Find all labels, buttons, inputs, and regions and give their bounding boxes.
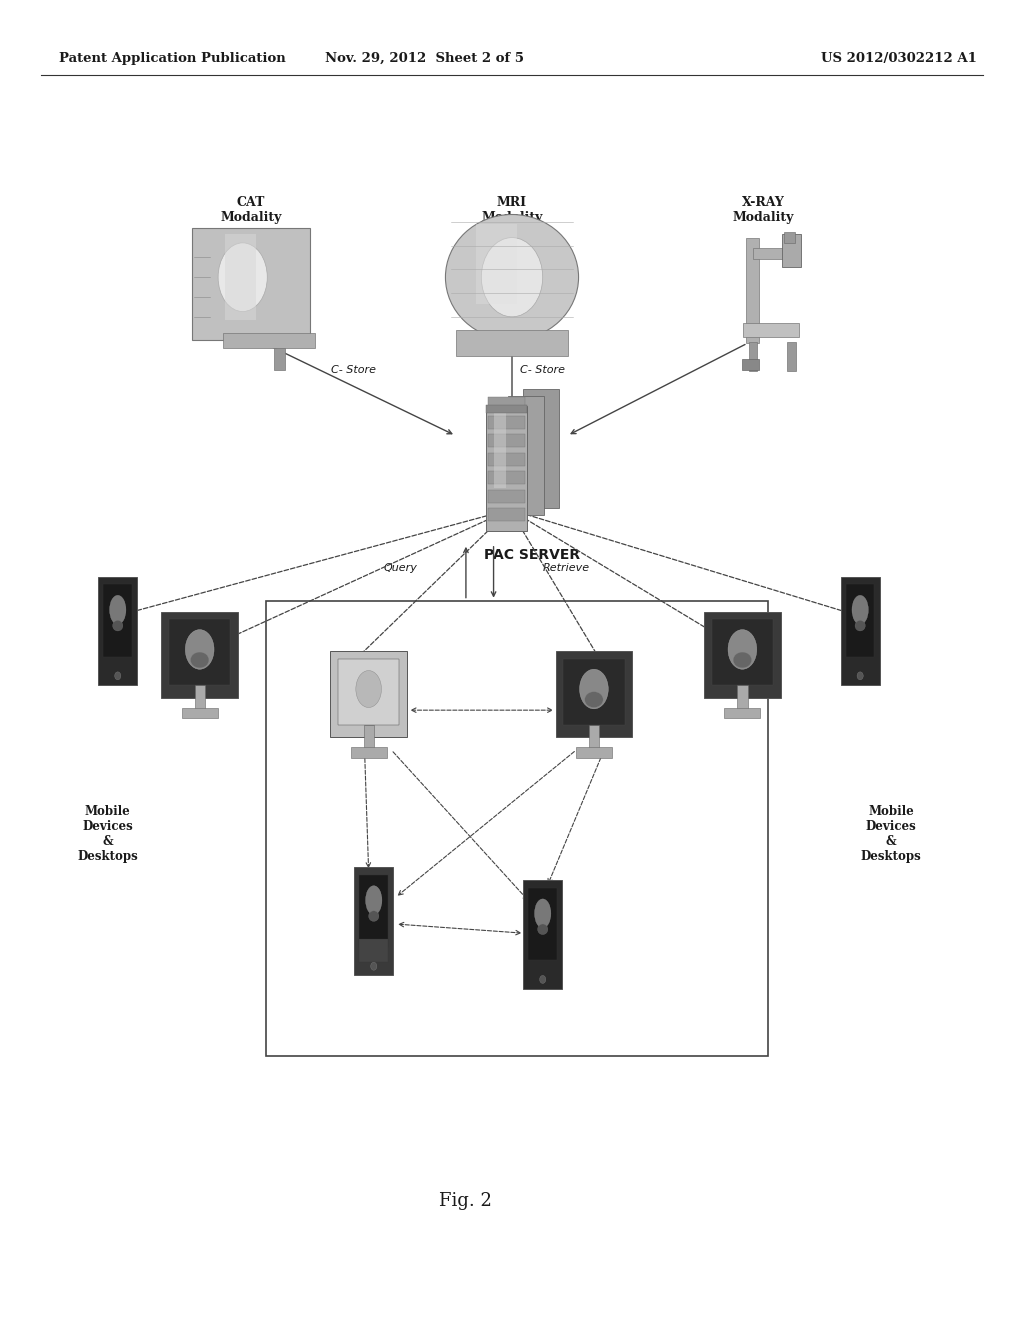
Ellipse shape bbox=[580, 669, 608, 709]
Ellipse shape bbox=[538, 924, 548, 935]
Bar bbox=[486, 405, 527, 413]
Bar bbox=[274, 348, 285, 370]
Bar bbox=[162, 612, 238, 697]
Bar bbox=[195, 685, 205, 709]
Text: C- Store: C- Store bbox=[331, 364, 376, 375]
Bar bbox=[98, 577, 137, 685]
Ellipse shape bbox=[190, 652, 209, 668]
Ellipse shape bbox=[113, 620, 123, 631]
Bar bbox=[225, 235, 256, 319]
Ellipse shape bbox=[185, 630, 214, 669]
Bar bbox=[737, 685, 748, 709]
Bar bbox=[705, 612, 780, 697]
Text: US 2012/0302212 A1: US 2012/0302212 A1 bbox=[821, 51, 977, 65]
Bar bbox=[488, 397, 525, 411]
Bar bbox=[528, 888, 557, 961]
Bar bbox=[523, 880, 562, 989]
Bar bbox=[742, 359, 759, 370]
Text: C- Store: C- Store bbox=[520, 364, 565, 375]
Bar bbox=[563, 659, 625, 725]
Text: Retrieve: Retrieve bbox=[543, 562, 590, 573]
Bar bbox=[575, 747, 612, 758]
Bar bbox=[846, 583, 874, 656]
Bar bbox=[488, 416, 525, 429]
Bar bbox=[354, 867, 393, 975]
Bar bbox=[364, 725, 374, 748]
Ellipse shape bbox=[585, 692, 603, 708]
Bar bbox=[749, 342, 757, 371]
Bar bbox=[223, 333, 315, 348]
Bar bbox=[589, 725, 599, 748]
Text: X-RAY
Modality: X-RAY Modality bbox=[732, 197, 794, 224]
Bar bbox=[841, 577, 880, 685]
Bar bbox=[494, 409, 506, 488]
Bar bbox=[523, 389, 559, 508]
Ellipse shape bbox=[110, 595, 126, 624]
Bar bbox=[350, 747, 386, 758]
Text: Patent Application Publication: Patent Application Publication bbox=[59, 51, 286, 65]
Bar bbox=[103, 583, 132, 656]
Bar bbox=[782, 235, 801, 267]
Bar bbox=[169, 619, 230, 685]
Bar bbox=[746, 238, 759, 343]
Ellipse shape bbox=[481, 238, 543, 317]
Bar bbox=[743, 323, 800, 337]
Ellipse shape bbox=[535, 899, 551, 928]
Text: Nov. 29, 2012  Sheet 2 of 5: Nov. 29, 2012 Sheet 2 of 5 bbox=[326, 51, 524, 65]
Ellipse shape bbox=[369, 911, 379, 921]
Ellipse shape bbox=[852, 595, 868, 624]
Text: PAC SERVER: PAC SERVER bbox=[484, 548, 581, 562]
Bar bbox=[330, 652, 408, 737]
Bar bbox=[486, 407, 527, 531]
Bar bbox=[488, 434, 525, 447]
Bar bbox=[555, 652, 632, 737]
Bar bbox=[488, 508, 525, 521]
Bar bbox=[488, 453, 525, 466]
Text: Mobile
Devices
&
Desktops: Mobile Devices & Desktops bbox=[860, 805, 922, 863]
Bar bbox=[488, 490, 525, 503]
Bar bbox=[488, 471, 525, 484]
Bar bbox=[182, 708, 217, 718]
Bar bbox=[476, 224, 517, 304]
Bar bbox=[784, 232, 795, 243]
Bar bbox=[753, 248, 794, 259]
Ellipse shape bbox=[366, 886, 382, 915]
Text: MRI
Modality: MRI Modality bbox=[481, 197, 543, 224]
Ellipse shape bbox=[356, 671, 381, 708]
Bar bbox=[193, 227, 309, 339]
Text: Mobile
Devices
&
Desktops: Mobile Devices & Desktops bbox=[77, 805, 138, 863]
Bar bbox=[266, 601, 768, 1056]
Bar bbox=[508, 396, 545, 515]
Bar bbox=[456, 330, 568, 356]
Text: CAT
Modality: CAT Modality bbox=[220, 197, 282, 224]
Bar bbox=[359, 874, 388, 948]
Ellipse shape bbox=[857, 672, 863, 680]
Bar bbox=[725, 708, 760, 718]
Ellipse shape bbox=[445, 214, 579, 341]
Ellipse shape bbox=[855, 620, 865, 631]
Bar bbox=[359, 939, 388, 962]
Text: Fig. 2: Fig. 2 bbox=[439, 1192, 493, 1210]
Ellipse shape bbox=[218, 243, 267, 312]
Ellipse shape bbox=[115, 672, 121, 680]
Ellipse shape bbox=[371, 962, 377, 970]
Bar bbox=[712, 619, 773, 685]
Ellipse shape bbox=[733, 652, 752, 668]
Bar bbox=[338, 659, 399, 725]
Ellipse shape bbox=[728, 630, 757, 669]
Bar bbox=[787, 342, 796, 371]
Text: Query: Query bbox=[384, 562, 418, 573]
Ellipse shape bbox=[540, 975, 546, 983]
